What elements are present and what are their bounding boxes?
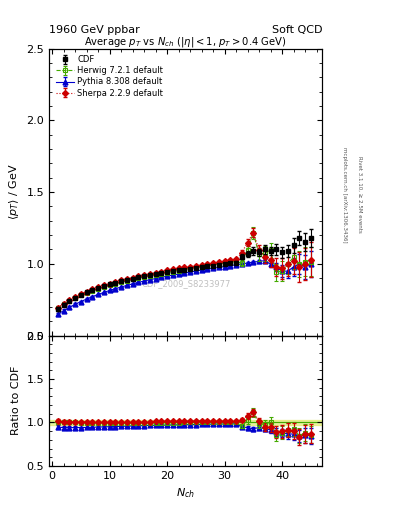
- Text: CDF_2009_S8233977: CDF_2009_S8233977: [141, 280, 230, 288]
- X-axis label: $N_{ch}$: $N_{ch}$: [176, 486, 195, 500]
- Y-axis label: Ratio to CDF: Ratio to CDF: [11, 366, 21, 435]
- Title: Average $p_T$ vs $N_{ch}$ ($|\eta| < 1$, $p_T > 0.4$ GeV): Average $p_T$ vs $N_{ch}$ ($|\eta| < 1$,…: [84, 35, 287, 49]
- Text: Rivet 3.1.10, ≥ 2.5M events: Rivet 3.1.10, ≥ 2.5M events: [358, 156, 363, 233]
- Text: mcplots.cern.ch [arXiv:1306.3436]: mcplots.cern.ch [arXiv:1306.3436]: [342, 147, 347, 242]
- Text: 1960 GeV ppbar: 1960 GeV ppbar: [49, 25, 140, 35]
- Bar: [49, 420, 322, 425]
- Y-axis label: $\langle p_T \rangle$ / GeV: $\langle p_T \rangle$ / GeV: [7, 164, 21, 220]
- Legend: CDF, Herwig 7.2.1 default, Pythia 8.308 default, Sherpa 2.2.9 default: CDF, Herwig 7.2.1 default, Pythia 8.308 …: [53, 53, 166, 100]
- Text: Soft QCD: Soft QCD: [272, 25, 322, 35]
